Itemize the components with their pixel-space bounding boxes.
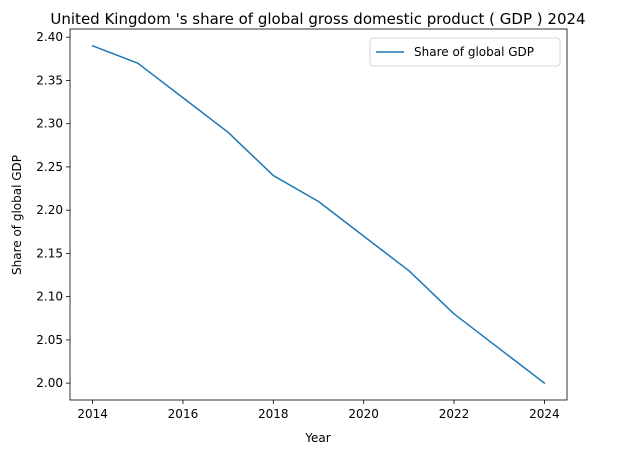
legend-box <box>369 37 561 67</box>
plot-frame <box>69 28 568 401</box>
legend: Share of global GDP <box>369 37 561 67</box>
y-axis-label: Share of global GDP <box>10 155 24 275</box>
x-tick-label: 2016 <box>168 407 199 421</box>
y-tick-label: 2.10 <box>36 290 63 304</box>
x-axis-ticks: 2014 2016 2018 2020 2022 2024 <box>77 400 560 421</box>
x-tick-label: 2024 <box>529 407 560 421</box>
x-axis-label: Year <box>304 431 330 445</box>
y-tick-label: 2.40 <box>36 30 63 44</box>
y-tick-label: 2.25 <box>36 160 63 174</box>
legend-entry-label: Share of global GDP <box>414 45 534 59</box>
y-tick-label: 2.05 <box>36 333 63 347</box>
y-tick-label: 2.00 <box>36 376 63 390</box>
y-tick-label: 2.30 <box>36 117 63 131</box>
y-axis-ticks: 2.00 2.05 2.10 2.15 2.20 2.25 2.30 2.35 2.40 <box>36 30 70 390</box>
x-tick-label: 2020 <box>348 407 379 421</box>
x-tick-label: 2018 <box>258 407 289 421</box>
series-line <box>91 45 546 384</box>
x-tick-label: 2014 <box>77 407 108 421</box>
y-tick-label: 2.15 <box>36 246 63 260</box>
y-tick-label: 2.20 <box>36 203 63 217</box>
y-tick-label: 2.35 <box>36 73 63 87</box>
chart-title: United Kingdom 's share of global gross … <box>50 10 585 28</box>
x-tick-label: 2022 <box>439 407 470 421</box>
